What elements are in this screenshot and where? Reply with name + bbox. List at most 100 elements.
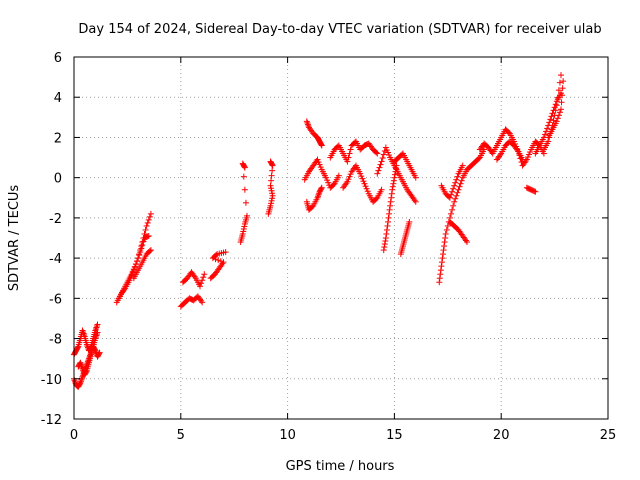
axis-ticks: 0 5 10 15 20 25 -12 -10 -8 -6 -4 -2 0 2 4 6	[41, 51, 617, 443]
plot-frame	[73, 56, 609, 420]
series-sat-h	[179, 269, 208, 290]
series-sat-j	[237, 160, 251, 246]
data-point	[268, 177, 275, 184]
y-tick-label: 0	[54, 172, 62, 187]
y-tick-label: -2	[49, 212, 62, 227]
data-point	[76, 380, 83, 387]
data-point	[449, 206, 456, 213]
data-point	[213, 252, 220, 259]
x-axis-label: GPS time / hours	[286, 459, 395, 474]
data-point	[556, 79, 563, 86]
data-point	[452, 179, 459, 186]
data-point	[315, 159, 322, 166]
series-sat-v	[438, 162, 466, 201]
series-sat-n	[301, 156, 342, 191]
data-point	[436, 279, 443, 286]
data-point	[391, 171, 398, 178]
y-tick-label: -10	[41, 373, 62, 388]
data-point	[393, 162, 400, 169]
data-point	[96, 349, 103, 356]
data-point	[543, 128, 550, 135]
y-tick-label: -6	[49, 292, 62, 307]
data-point	[385, 214, 392, 221]
data-point	[144, 233, 151, 240]
data-point	[552, 101, 559, 108]
data-point	[464, 239, 471, 246]
data-point	[383, 226, 390, 233]
series-sat-x	[476, 126, 526, 163]
data-point	[541, 131, 548, 138]
data-point	[548, 113, 555, 120]
data-point	[381, 241, 388, 248]
data-point	[382, 235, 389, 241]
data-point	[330, 181, 337, 188]
data-point	[269, 195, 276, 202]
data-point	[146, 213, 153, 220]
data-point	[96, 350, 103, 357]
data-point	[199, 277, 206, 284]
data-point	[147, 247, 154, 254]
data-point	[384, 218, 391, 225]
data-point	[268, 197, 275, 204]
data-point	[531, 188, 538, 195]
data-point	[391, 174, 398, 181]
data-point	[437, 267, 444, 274]
data-point	[523, 156, 530, 163]
data-point	[377, 161, 384, 168]
data-point	[384, 149, 391, 156]
data-point	[546, 119, 553, 126]
data-point	[318, 185, 325, 192]
data-point	[517, 155, 524, 162]
data-point	[269, 190, 276, 197]
data-point	[139, 242, 146, 249]
data-point	[240, 228, 247, 235]
data-point	[146, 248, 153, 255]
series-sat-p	[340, 162, 385, 205]
data-point	[558, 72, 565, 79]
data-point	[451, 198, 458, 205]
data-point	[267, 182, 274, 189]
data-point	[135, 255, 142, 262]
data-point	[359, 175, 366, 182]
data-point	[268, 187, 275, 194]
data-point	[390, 177, 397, 184]
data-point	[345, 154, 352, 161]
data-point	[267, 202, 274, 209]
data-point	[380, 247, 387, 254]
y-tick-label: 2	[54, 131, 62, 146]
data-point	[360, 178, 367, 185]
data-point	[362, 183, 369, 190]
data-point	[440, 247, 447, 254]
data-point	[374, 150, 381, 157]
data-point	[550, 117, 557, 124]
data-point	[240, 173, 247, 180]
data-point	[384, 222, 391, 229]
data-point	[363, 185, 370, 192]
data-point	[241, 164, 248, 171]
data-point	[505, 129, 512, 136]
y-tick-label: 4	[54, 91, 62, 106]
data-point	[357, 170, 364, 177]
data-point	[145, 232, 152, 239]
data-point	[458, 177, 465, 184]
data-point	[555, 87, 562, 94]
data-point	[240, 225, 247, 232]
data-point	[130, 266, 137, 273]
data-point	[346, 150, 353, 157]
data-point	[94, 329, 101, 336]
data-point	[381, 244, 388, 251]
data-point	[318, 141, 325, 148]
data-point	[441, 243, 448, 250]
series-sat-e	[115, 232, 152, 302]
series-sat-s	[391, 150, 419, 181]
data-point	[442, 235, 449, 241]
data-point	[406, 218, 413, 225]
data-point	[552, 107, 559, 114]
data-point	[450, 185, 457, 192]
data-point	[439, 251, 446, 258]
data-point	[241, 223, 248, 230]
x-tick-label: 25	[600, 428, 617, 443]
data-point	[143, 222, 150, 229]
